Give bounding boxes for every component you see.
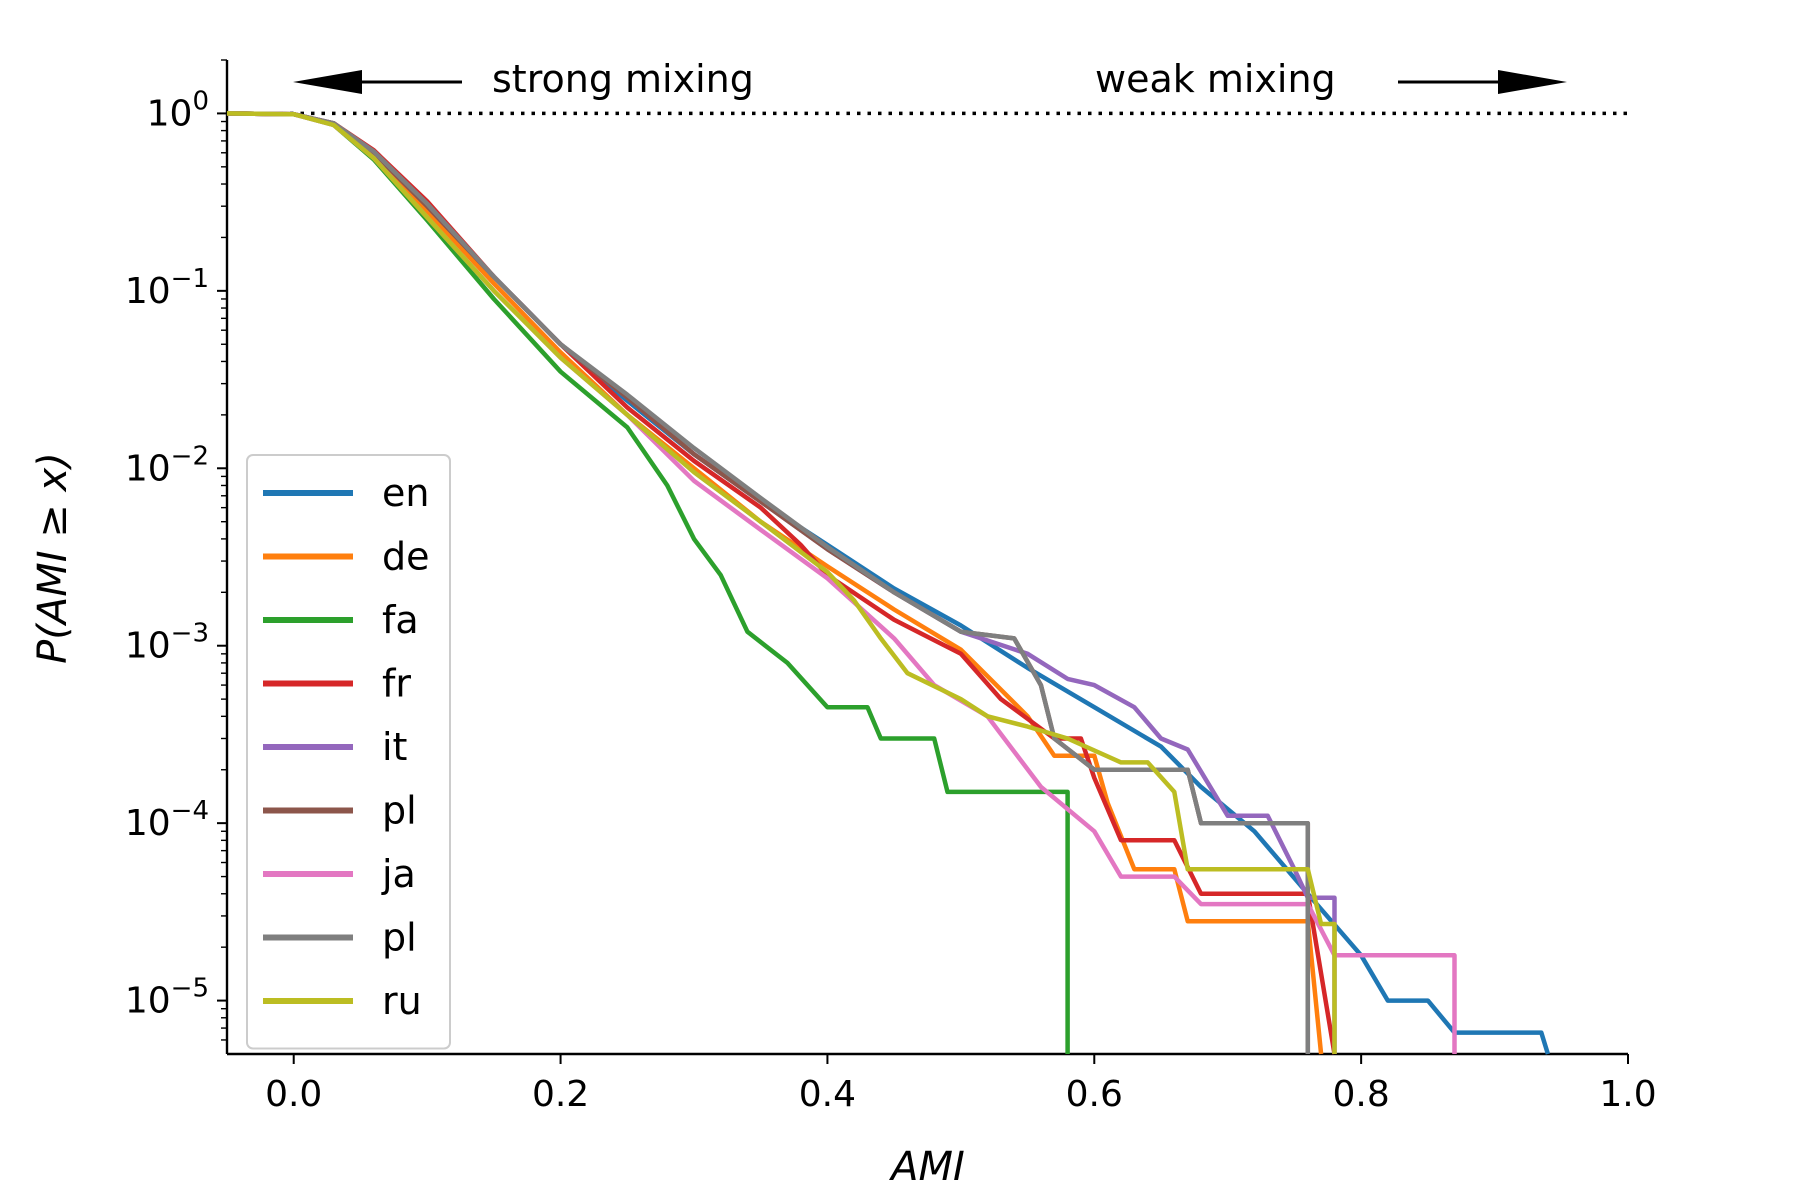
legend-label: fr: [382, 662, 411, 706]
y-tick-label: 10−4: [125, 796, 209, 844]
legend-label: ja: [381, 852, 416, 896]
x-tick-label: 0.8: [1333, 1074, 1390, 1115]
y-tick-label: 100: [147, 86, 209, 134]
legend-label: fa: [382, 598, 419, 642]
x-tick-label: 0.6: [1066, 1074, 1123, 1115]
y-tick-label: 10−3: [125, 619, 209, 667]
annotation-weak-mixing: weak mixing: [1095, 57, 1336, 101]
legend-label: de: [382, 535, 430, 579]
legend-label: pl: [382, 789, 417, 833]
y-tick-label: 10−2: [125, 441, 209, 489]
y-tick-label: 10−5: [125, 974, 209, 1022]
weak-mixing-arrow-head: [1498, 70, 1567, 94]
annotations: strong mixing weak mixing: [293, 57, 1567, 101]
x-tick-label: 0.4: [799, 1074, 856, 1115]
legend: en de fa fr it pl ja pl ru: [246, 454, 451, 1050]
legend-label: it: [382, 725, 407, 769]
legend-label: en: [382, 471, 429, 515]
series-group: [226, 111, 1551, 1055]
x-tick-label: 0.0: [265, 1074, 322, 1115]
series-line-de-1: [226, 111, 1324, 1055]
x-axis-label: AMI: [888, 1144, 965, 1190]
axis-labels: AMI P(AMI ≥ x): [30, 452, 965, 1190]
legend-label: pl: [382, 916, 417, 960]
y-tick-label: 10−1: [125, 264, 209, 312]
strong-mixing-arrow-head: [293, 70, 362, 94]
y-axis-label: P(AMI ≥ x): [30, 452, 76, 664]
legend-box: [246, 454, 451, 1050]
axes: 0.0 0.2 0.4 0.6 0.8 1.0 100 10−1 10−2 10−3 10−4 10−…: [125, 59, 1657, 1115]
legend-label: ru: [382, 979, 422, 1023]
x-tick-label: 0.2: [532, 1074, 589, 1115]
series-line-ru-8: [226, 111, 1337, 1054]
x-tick-label: 1.0: [1599, 1074, 1656, 1115]
annotation-strong-mixing: strong mixing: [492, 57, 754, 101]
